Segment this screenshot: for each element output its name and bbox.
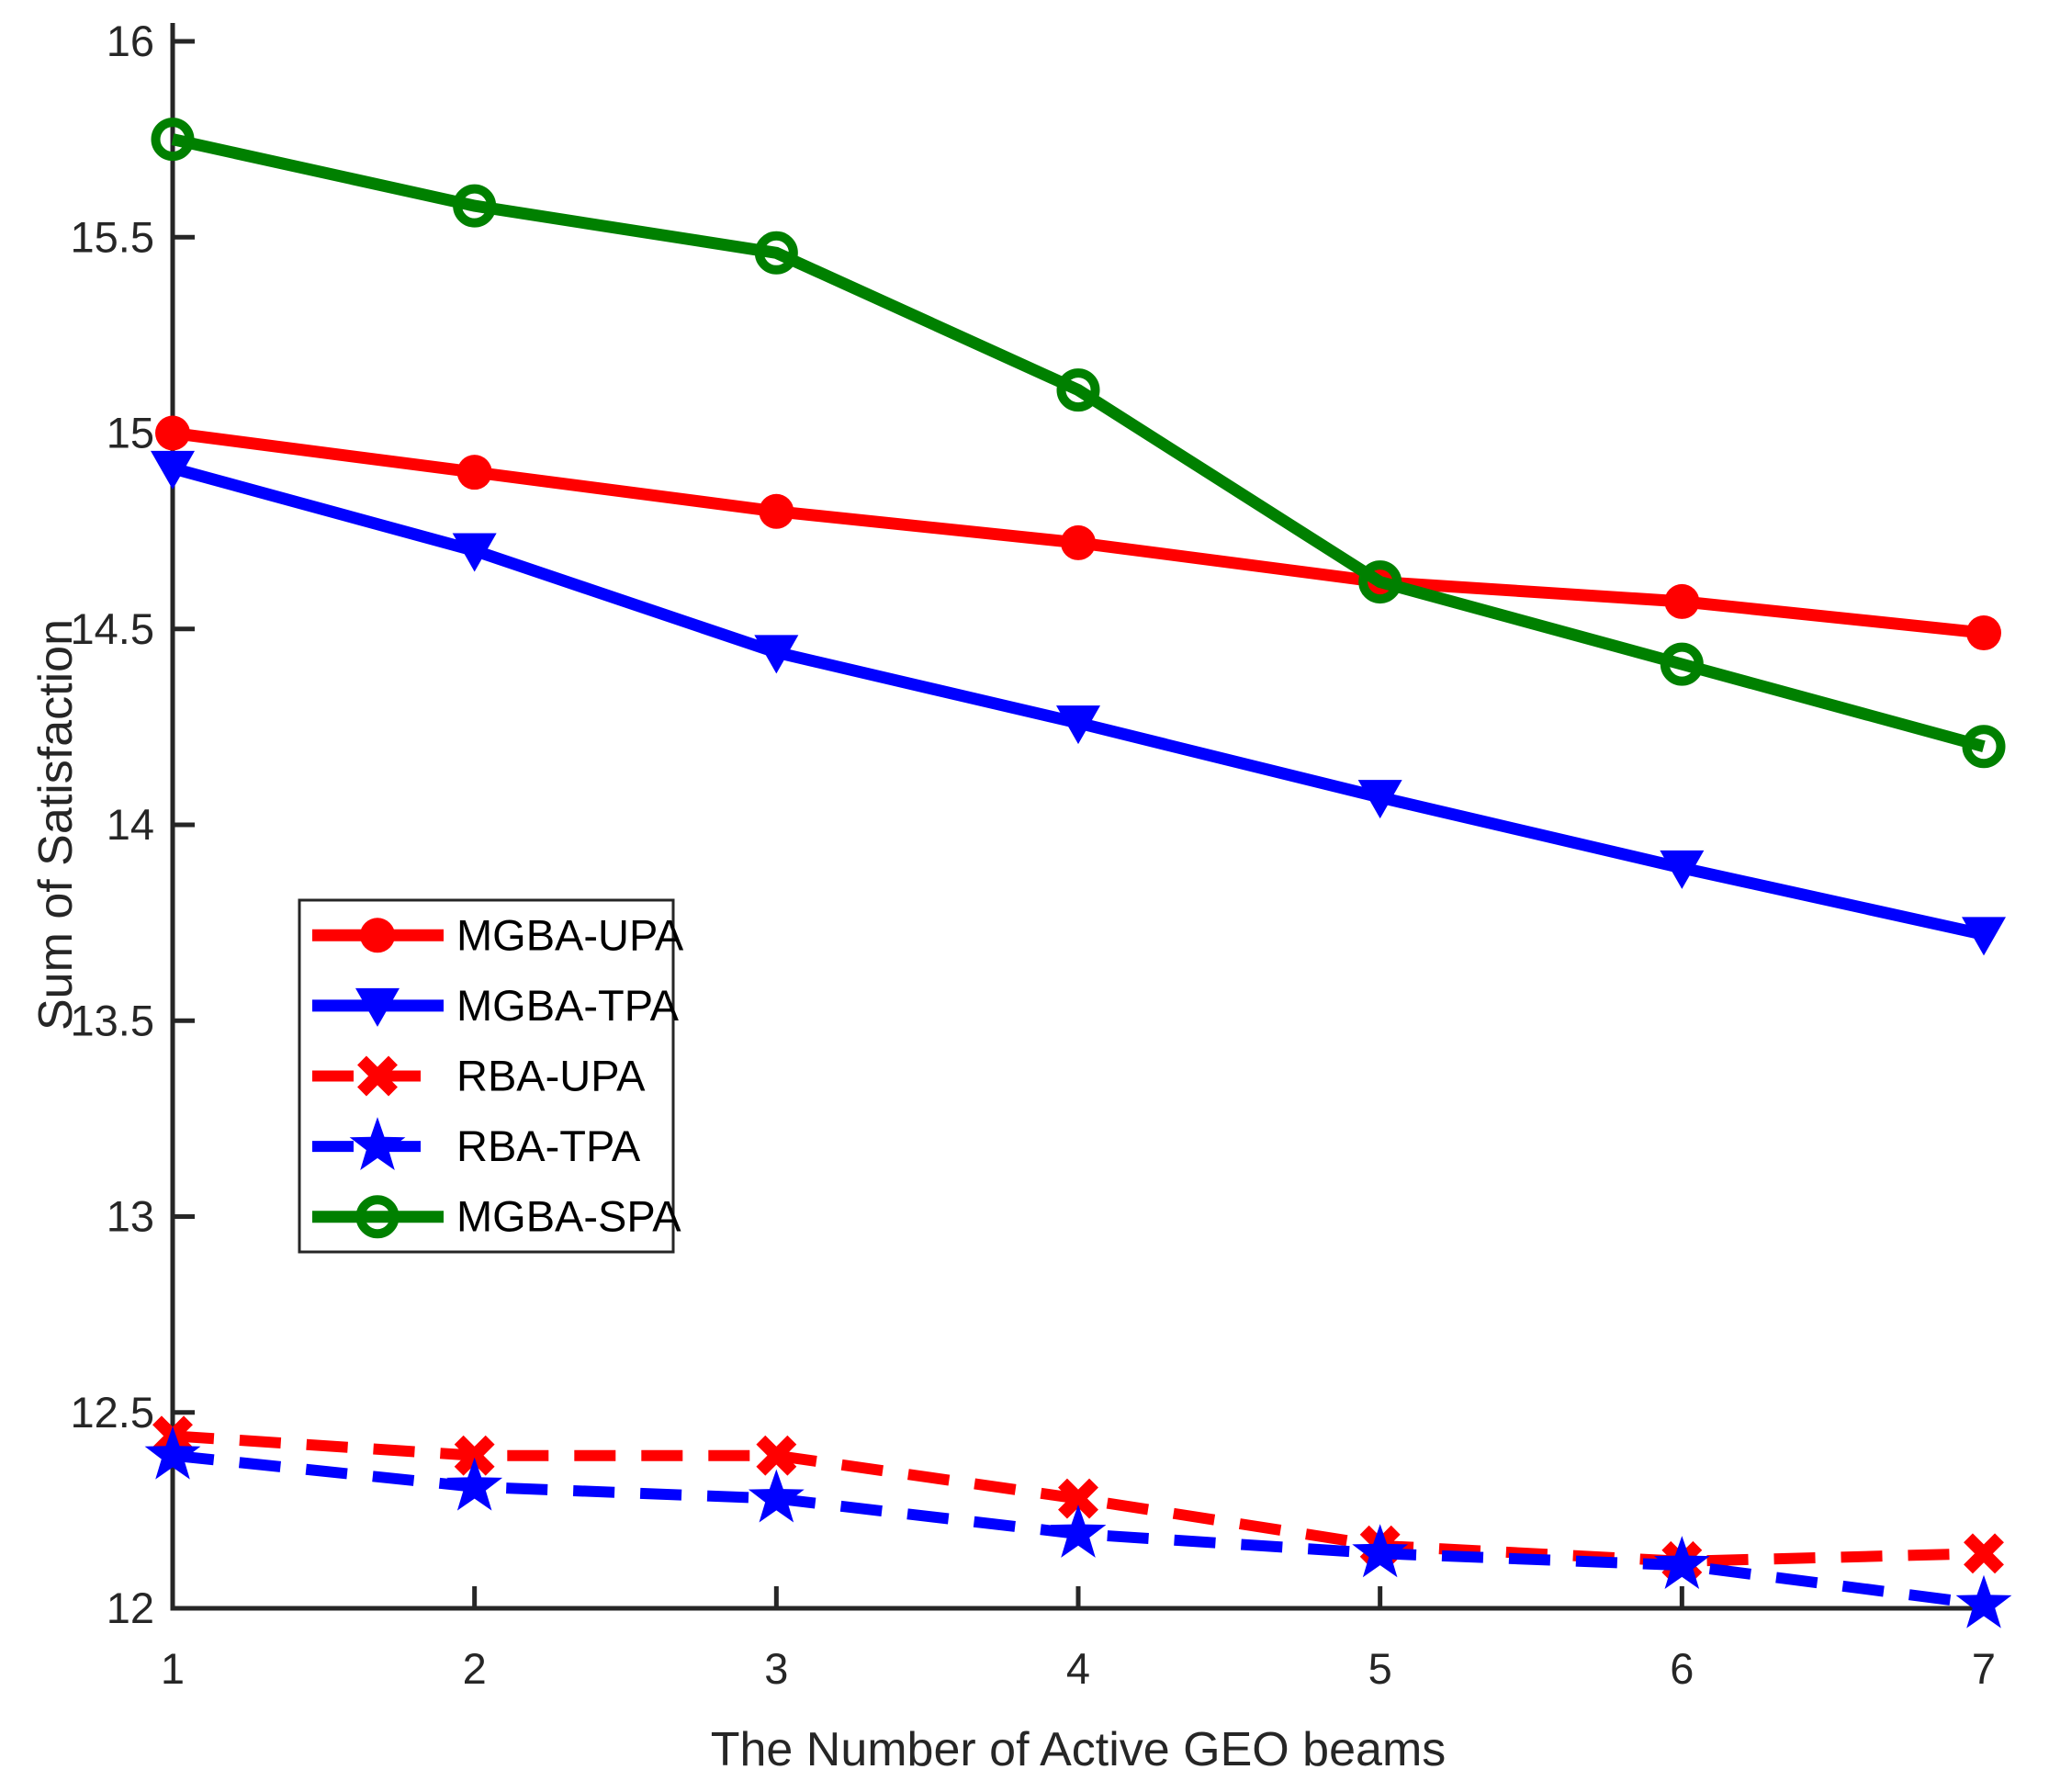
y-tick-label: 12: [107, 1583, 154, 1632]
star-marker: [144, 1426, 201, 1480]
y-tick-label: 13: [107, 1192, 154, 1241]
triangle-down-marker: [1962, 917, 2006, 956]
legend-label: MGBA-UPA: [456, 910, 684, 959]
y-tick-label: 16: [107, 17, 154, 65]
open-circle-marker: [1056, 368, 1100, 412]
filled-circle-marker: [456, 455, 492, 490]
series-RBA-TPA: [144, 1426, 2012, 1629]
open-circle-marker: [1660, 642, 1704, 686]
x-marker: [1964, 1533, 2004, 1574]
series-line: [171, 133, 1986, 752]
open-circle-marker: [453, 184, 497, 228]
open-circle-marker: [754, 231, 798, 275]
star-marker: [748, 1469, 805, 1523]
x-tick-label: 1: [161, 1644, 185, 1693]
open-circle-marker: [1358, 560, 1402, 604]
open-circle-marker: [1962, 725, 2006, 769]
series-MGBA-SPA: [151, 118, 2006, 769]
filled-circle-marker: [360, 918, 395, 953]
x-tick-label: 2: [463, 1644, 487, 1693]
open-circle-marker: [151, 118, 195, 162]
legend: MGBA-UPA MGBA-TPA RBA-UPA RBA-TPA MGBA-SPA: [298, 898, 684, 1254]
legend-item-RBA-UPA: RBA-UPA: [312, 1052, 646, 1100]
y-tick-label: 14: [107, 800, 154, 849]
filled-circle-marker: [759, 493, 794, 529]
x-tick-label: 6: [1670, 1644, 1694, 1693]
star-marker: [446, 1457, 503, 1511]
legend-label: MGBA-SPA: [456, 1192, 681, 1241]
x-marker: [357, 1055, 398, 1097]
axes: [170, 23, 1993, 1611]
y-tick-label: 15.5: [71, 212, 154, 261]
y-tick-label: 15: [107, 409, 154, 457]
legend-item-MGBA-SPA: MGBA-SPA: [312, 1192, 681, 1241]
triangle-down-marker: [151, 450, 195, 490]
legend-label: RBA-UPA: [456, 1052, 646, 1100]
triangle-down-marker: [1056, 705, 1100, 745]
y-axis-label: Sum of Satisfaction: [29, 619, 83, 1031]
series-RBA-UPA: [152, 1415, 2004, 1582]
triangle-down-marker: [355, 987, 400, 1027]
legend-item-MGBA-TPA: MGBA-TPA: [312, 981, 680, 1030]
legend-item-MGBA-UPA: MGBA-UPA: [312, 910, 684, 959]
filled-circle-marker: [155, 415, 190, 451]
open-circle-marker: [355, 1195, 400, 1239]
star-marker: [1653, 1536, 1710, 1589]
y-tick-label: 12.5: [71, 1388, 154, 1437]
legend-label: MGBA-TPA: [456, 981, 680, 1030]
triangle-down-marker: [452, 533, 497, 572]
filled-circle-marker: [1664, 583, 1700, 619]
star-marker: [1955, 1574, 2012, 1629]
star-marker: [1050, 1504, 1107, 1558]
y-tick-label: 14.5: [71, 604, 154, 653]
x-marker: [454, 1435, 495, 1476]
series-MGBA-TPA: [151, 450, 2006, 956]
triangle-down-marker: [754, 635, 799, 674]
x-axis-label: The Number of Active GEO beams: [711, 1723, 1447, 1776]
legend-box: [298, 898, 675, 1254]
triangle-down-marker: [1660, 850, 1705, 889]
filled-circle-marker: [1061, 524, 1096, 560]
triangle-down-marker: [1357, 780, 1402, 819]
y-tick-label: 13.5: [71, 996, 154, 1044]
x-tick-label: 3: [764, 1644, 788, 1693]
x-tick-label: 7: [1972, 1644, 1996, 1693]
filled-circle-marker: [1966, 615, 2001, 651]
x-marker: [1058, 1478, 1098, 1519]
legend-item-RBA-TPA: RBA-TPA: [312, 1117, 641, 1170]
star-marker: [349, 1117, 406, 1170]
legend-label: RBA-TPA: [456, 1121, 641, 1170]
x-tick-label: 5: [1368, 1644, 1392, 1693]
x-tick-label: 4: [1066, 1644, 1090, 1693]
x-marker: [756, 1435, 797, 1476]
star-marker: [1352, 1524, 1409, 1578]
